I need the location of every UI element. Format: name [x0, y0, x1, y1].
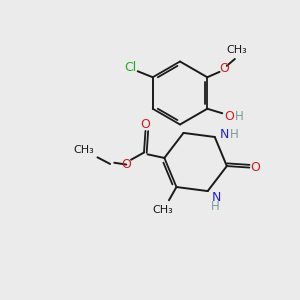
Text: CH₃: CH₃: [226, 45, 247, 55]
Text: H: H: [230, 128, 239, 141]
Text: Cl: Cl: [124, 61, 136, 74]
Text: O: O: [121, 158, 131, 171]
Text: O: O: [140, 118, 150, 131]
Text: N: N: [211, 190, 221, 204]
Text: O: O: [250, 161, 260, 174]
Text: CH₃: CH₃: [74, 145, 94, 155]
Text: CH₃: CH₃: [153, 205, 173, 215]
Text: O: O: [224, 110, 234, 123]
Text: O: O: [219, 62, 229, 75]
Text: H: H: [211, 200, 220, 213]
Text: H: H: [235, 110, 244, 123]
Text: N: N: [220, 128, 230, 141]
